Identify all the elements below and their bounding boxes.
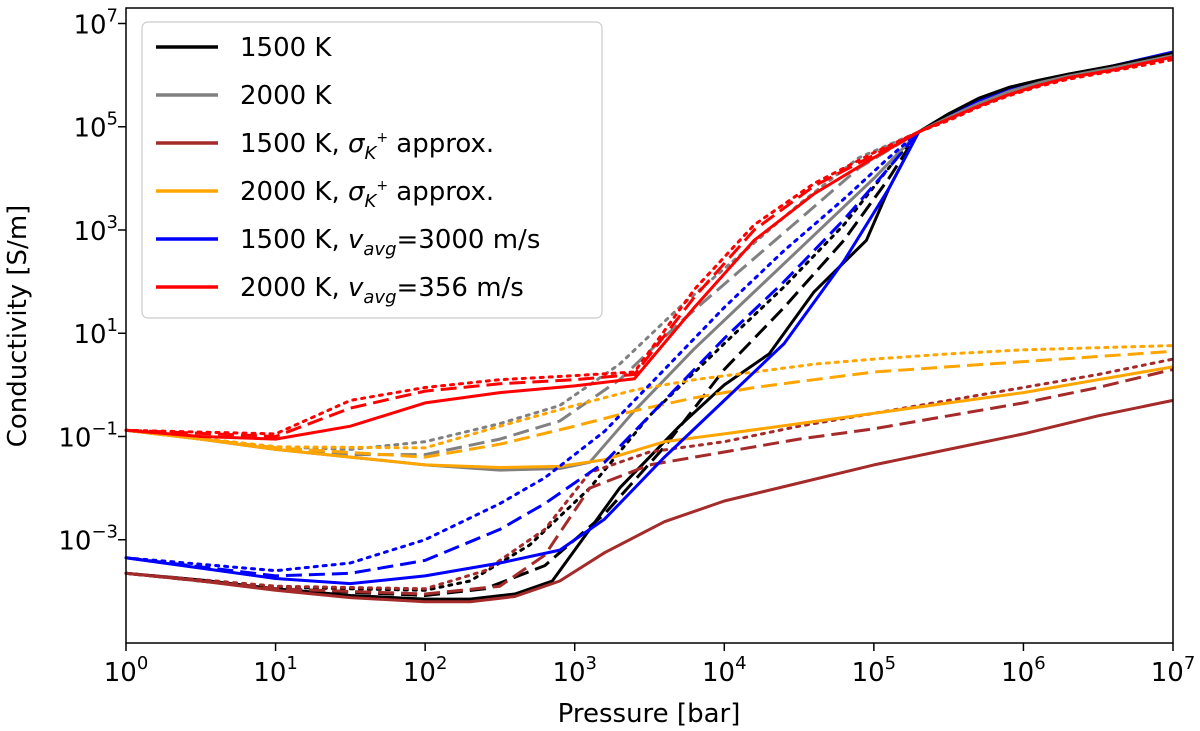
x-tick-label: 100: [104, 653, 149, 688]
series-line-brown-dotted: [124, 357, 1175, 591]
y-tick-label: 10−3: [58, 522, 118, 557]
series-line-orange-solid: [125, 365, 1174, 469]
x-tick-label: 106: [1001, 653, 1046, 688]
x-tick-label: 101: [253, 653, 298, 688]
y-tick-label: 10−1: [58, 418, 118, 453]
legend-box: [141, 21, 603, 319]
x-tick-label: 105: [852, 653, 897, 688]
y-tick-label: 103: [73, 212, 118, 247]
legend-entry-label: 1500 K: [240, 33, 332, 63]
series-layer: [124, 50, 1175, 604]
legend-entry-label: 2000 K: [240, 81, 332, 111]
x-axis-label: Pressure [bar]: [558, 699, 741, 729]
series-line-red-dotted: [124, 130, 921, 436]
series-line-blue-solid: [125, 131, 921, 586]
series-line-top-red-dotted: [917, 58, 1175, 134]
legend-entry-label: 1500 K, vavg=3000 m/s: [240, 225, 540, 260]
series-line-brown-dashed: [125, 367, 1174, 596]
legend-entry-label: 2000 K, σK+ approx.: [240, 177, 494, 212]
series-line-orange-dashed: [125, 349, 1174, 459]
legend-entry-label: 1500 K, σK+ approx.: [240, 129, 494, 164]
legend-entry-label: 2000 K, vavg=356 m/s: [240, 273, 524, 308]
y-tick-label: 105: [73, 109, 118, 144]
x-tick-label: 102: [403, 653, 448, 688]
series-line-black-solid: [125, 131, 921, 601]
series-line-top-black: [917, 51, 1174, 134]
tick-layer: 100 101 102 103 104 105 106 107 10−3 10−1 101 103 10…: [58, 5, 1195, 688]
series-line-blue-dashed: [125, 130, 920, 578]
series-line-black-dotted: [124, 130, 921, 592]
legend: 1500 K 2000 K 1500 K, σK+ approx. 2000 K, σ…: [141, 21, 603, 319]
series-line-red-solid: [125, 130, 920, 441]
series-line-blue-dotted: [124, 130, 921, 573]
x-tick-label: 104: [702, 653, 747, 688]
y-axis-label: Conductivity [S/m]: [3, 205, 33, 448]
y-tick-label: 107: [73, 5, 118, 40]
series-line-brown-solid: [125, 398, 1174, 604]
x-tick-label: 107: [1151, 653, 1196, 688]
series-line-red-dashed: [125, 130, 920, 438]
series-line-top-gray: [918, 54, 1174, 134]
y-tick-label: 101: [73, 315, 118, 350]
legend-entries: 1500 K 2000 K 1500 K, σK+ approx. 2000 K, σ…: [156, 33, 540, 308]
plot-frame: [125, 7, 1174, 644]
x-tick-label: 103: [552, 653, 597, 688]
series-line-black-dashed: [125, 131, 920, 597]
